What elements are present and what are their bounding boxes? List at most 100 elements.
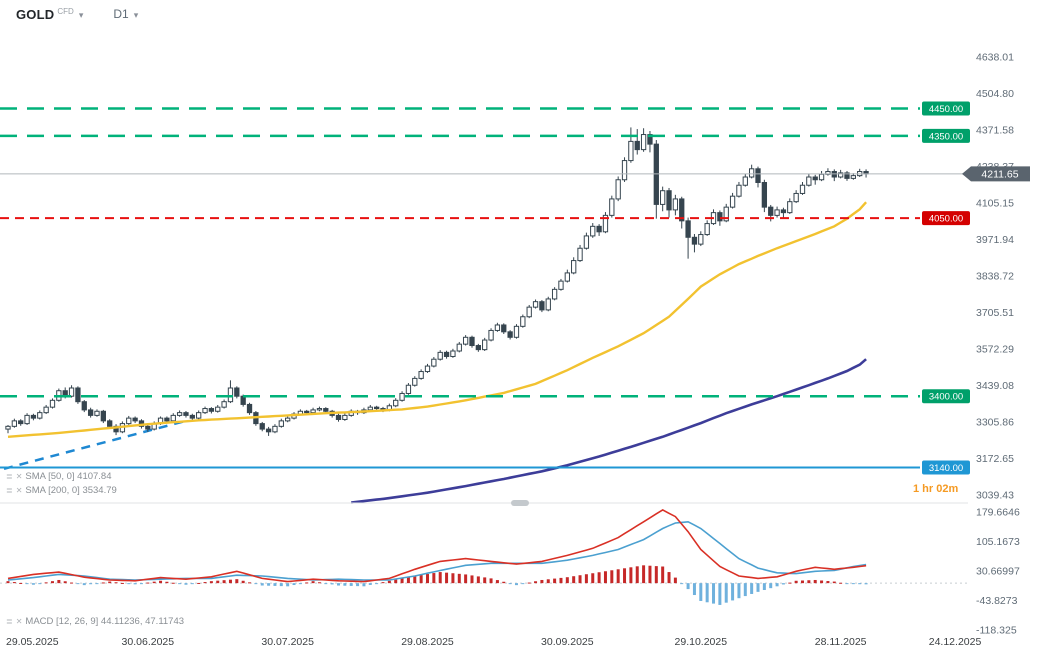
time-axis-tick: 30.09.2025 [541, 636, 594, 648]
candle-bull [577, 247, 583, 262]
timeframe-selector[interactable]: D1 [113, 7, 129, 21]
macd-histogram-bar [305, 582, 309, 584]
macd-histogram-bar [324, 583, 328, 585]
candle-bull [609, 198, 615, 216]
macd-histogram-bar [464, 574, 468, 584]
candle-bull [202, 408, 208, 414]
macd-histogram-bar [445, 572, 449, 584]
candle-bull [24, 414, 30, 425]
macd-histogram-bar [572, 576, 576, 584]
macd-histogram-bar [457, 573, 461, 584]
candle-bull [513, 325, 520, 338]
time-axis-tick: 29.10.2025 [675, 636, 728, 648]
macd-histogram-bar [50, 581, 54, 584]
indicator-close-icon[interactable]: ✕ [15, 617, 23, 626]
pane-resize-handle[interactable] [511, 500, 529, 506]
price-level-tag[interactable] [922, 211, 970, 226]
time-axis-tick: 30.07.2025 [261, 636, 314, 648]
candle-bear [634, 140, 640, 151]
macd-histogram-bar [19, 582, 23, 584]
macd-axis-tick: 179.6646 [976, 507, 1020, 519]
macd-histogram-bar [495, 580, 499, 584]
macd-histogram-bar [63, 581, 67, 584]
candle-bear [812, 176, 818, 181]
indicator-settings-icon[interactable]: ≣ [6, 617, 13, 626]
price-axis-tick: 4638.01 [976, 52, 1014, 64]
price-axis-tick: 4371.58 [976, 125, 1014, 137]
price-level-tag-text: 3400.00 [929, 392, 963, 403]
candle-bull [774, 209, 780, 216]
macd-histogram-bar [845, 583, 849, 585]
macd-histogram-bar [381, 582, 385, 584]
price-axis[interactable]: 4638.014504.804371.584238.374105.153971.… [976, 52, 1020, 637]
symbol-name[interactable]: GOLD [16, 7, 55, 22]
candle-bear [373, 406, 380, 410]
macd-histogram-bar [273, 583, 277, 586]
price-level-tag[interactable] [922, 460, 970, 475]
macd-histogram-bar [413, 576, 417, 584]
macd-histogram-bar [139, 583, 143, 585]
candle-bull [196, 412, 202, 419]
indicator-settings-icon[interactable]: ≣ [6, 486, 13, 495]
sma200-line [351, 358, 867, 504]
macd-histogram-bar [546, 579, 550, 584]
macd-histogram-bar [591, 573, 595, 584]
macd-histogram-bar [375, 583, 379, 585]
indicator-settings-icon[interactable]: ≣ [6, 472, 13, 481]
price-level-tag[interactable] [922, 389, 970, 404]
macd-histogram-bar [801, 580, 804, 584]
macd-histogram-bar [489, 578, 493, 584]
candle-bull [488, 329, 494, 341]
indicator-close-icon[interactable]: ✕ [15, 472, 23, 481]
current-price-tag [962, 166, 1030, 182]
candle-bear [469, 336, 475, 347]
candle-bull [285, 417, 291, 422]
candle-bull [551, 288, 558, 300]
candle-bear [691, 236, 698, 245]
macd-label-text: MACD [12, 26, 9] 44.11236, 47.11743 [25, 616, 185, 627]
candle-bull [704, 223, 710, 236]
macd-axis-tick: 105.1673 [976, 536, 1020, 548]
candle-bull [850, 175, 856, 179]
macd-histogram-bar [120, 582, 124, 584]
macd-histogram-bar [38, 583, 42, 585]
time-axis[interactable]: 29.05.2025 30.06.2025 30.07.2025 29.08.2025… [6, 636, 981, 648]
macd-histogram-bar [750, 583, 754, 594]
macd-histogram-bar [267, 583, 271, 586]
candle-bear [501, 324, 507, 333]
candle-bull [799, 184, 806, 194]
candle-bull [278, 420, 284, 427]
price-level-tag[interactable] [922, 128, 970, 143]
macd-histogram-bar [254, 583, 258, 585]
candle-bull [126, 417, 132, 425]
candle-bull [49, 399, 56, 408]
macd-histogram-bar [368, 583, 372, 585]
macd-histogram-bar [762, 583, 766, 591]
macd-histogram-bar [178, 583, 182, 585]
candle-bull [68, 387, 75, 397]
indicator-close-icon[interactable]: ✕ [15, 486, 23, 495]
time-axis-tick: 24.12.2025 [929, 636, 982, 648]
candle-bull [590, 225, 596, 237]
macd-histogram-bar [832, 581, 836, 584]
price-level-tag[interactable] [922, 101, 970, 116]
candle-bull [482, 339, 488, 351]
candle-bear [183, 412, 189, 416]
candle-bull [272, 425, 278, 433]
macd-histogram-bar [222, 580, 226, 584]
candle-bear [666, 190, 672, 211]
candle-bull [628, 140, 634, 162]
macd-histogram-bar [527, 582, 531, 584]
candle-bull [621, 160, 628, 181]
symbol-dropdown-caret[interactable]: ▾ [78, 10, 84, 20]
price-axis-tick: 3572.29 [976, 344, 1014, 356]
price-level-tag-text: 3140.00 [929, 463, 963, 474]
macd-histogram-bar [858, 583, 862, 585]
macd-histogram-bar [673, 577, 677, 584]
candle-bull [215, 406, 221, 412]
candle-bear [164, 417, 170, 422]
timeframe-dropdown-caret[interactable]: ▾ [133, 10, 139, 20]
sma200-label-text: SMA [200, 0] 3534.79 [25, 485, 117, 496]
macd-histogram-bar [820, 580, 824, 584]
